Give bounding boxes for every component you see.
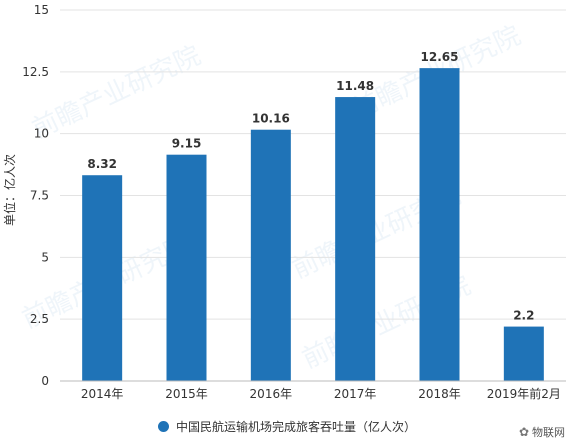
bar — [82, 175, 123, 381]
data-label: 8.32 — [87, 157, 117, 171]
data-label: 11.48 — [336, 79, 374, 93]
bar — [503, 326, 544, 381]
bars — [82, 68, 544, 381]
legend-label: 中国民航运输机场完成旅客吞吐量（亿人次） — [176, 420, 417, 434]
y-tick-label: 2.5 — [30, 312, 49, 326]
legend: 中国民航运输机场完成旅客吞吐量（亿人次） — [158, 418, 416, 435]
data-label: 12.65 — [421, 50, 459, 64]
data-label: 9.15 — [172, 137, 202, 151]
bar — [419, 68, 460, 381]
x-tick-label: 2017年 — [334, 387, 377, 401]
y-tick-label: 15 — [34, 3, 49, 17]
gridlines — [60, 9, 566, 320]
y-axis-ticks: 0 2.5 5 7.5 10 12.5 15 — [22, 3, 49, 388]
y-tick-label: 12.5 — [22, 65, 49, 79]
y-tick-label: 0 — [41, 374, 49, 388]
x-tick-label: 2018年 — [418, 387, 461, 401]
x-tick-label: 2014年 — [81, 387, 124, 401]
x-tick-label: 2016年 — [250, 387, 293, 401]
x-tick-label: 2019年前2月 — [487, 386, 561, 401]
data-label: 2.2 — [513, 309, 534, 323]
y-axis-label: 单位：亿人次 — [2, 154, 17, 226]
x-tick-label: 2015年 — [165, 387, 208, 401]
y-tick-label: 7.5 — [30, 189, 49, 203]
x-axis-ticks: 2014年 2015年 2016年 2017年 2018年 2019年前2月 — [81, 386, 561, 401]
y-tick-label: 5 — [41, 250, 49, 264]
bar — [250, 129, 291, 381]
bar — [335, 97, 376, 381]
data-labels: 8.32 9.15 10.16 11.48 12.65 2.2 — [87, 50, 534, 322]
data-label: 10.16 — [252, 112, 290, 126]
credit-text: 物联网 — [532, 426, 565, 439]
legend-swatch — [158, 421, 169, 432]
wechat-icon: ✿ — [518, 425, 529, 439]
y-tick-label: 10 — [34, 127, 49, 141]
credit-mark: ✿ 物联网 — [519, 424, 565, 440]
bar — [166, 154, 207, 381]
watermark-text: 前瞻产业研究院 — [28, 41, 206, 145]
